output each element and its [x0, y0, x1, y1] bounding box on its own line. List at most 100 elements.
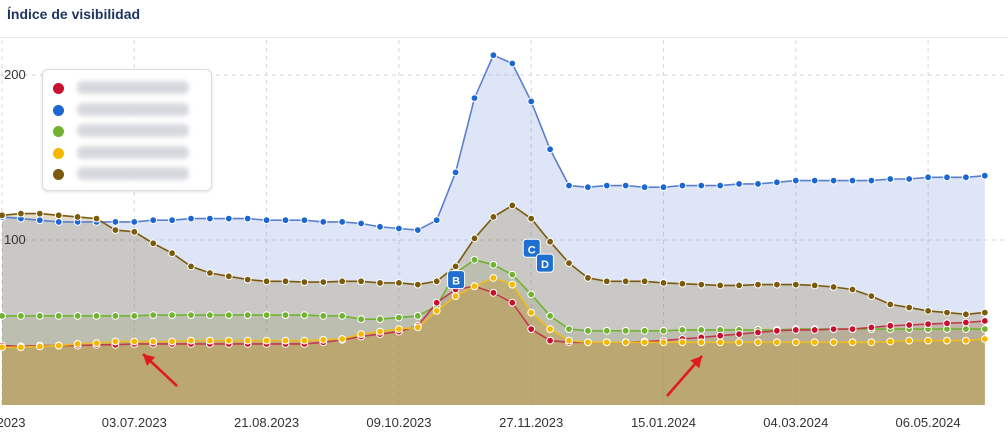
legend-label-blurred [77, 167, 189, 180]
data-point [224, 336, 233, 345]
data-point [867, 292, 876, 301]
data-point [659, 183, 668, 192]
data-point [149, 216, 158, 225]
data-point [130, 227, 139, 236]
tick-layer: 100 200 05.2023 03.07.2023 21.08.2023 09.10.2… [0, 67, 961, 430]
data-point [810, 176, 819, 185]
data-point [187, 336, 195, 345]
legend-label-blurred [77, 145, 189, 159]
data-point [489, 274, 498, 282]
data-point [111, 218, 120, 226]
data-point [943, 173, 951, 182]
data-point [829, 325, 838, 334]
data-point [413, 280, 422, 289]
data-point [527, 97, 536, 106]
data-point [943, 336, 951, 345]
data-point [300, 278, 309, 287]
data-point [168, 216, 177, 225]
data-point [980, 171, 989, 180]
data-point [168, 337, 177, 346]
data-point [867, 176, 876, 185]
data-point [697, 181, 706, 190]
data-point [281, 277, 290, 286]
data-point [243, 214, 252, 223]
data-point [621, 277, 630, 286]
data-point [735, 180, 743, 188]
data-point [224, 311, 233, 320]
data-point [54, 341, 63, 350]
legend-swatch [53, 83, 64, 94]
data-point [678, 279, 687, 288]
data-point [168, 311, 177, 320]
data-point [187, 311, 195, 320]
data-point [262, 216, 271, 225]
data-point [867, 338, 876, 347]
data-point [621, 181, 630, 190]
data-point [678, 181, 687, 190]
data-point [886, 175, 895, 183]
data-point [735, 338, 743, 347]
data-point [905, 303, 914, 312]
data-point [413, 312, 422, 320]
data-point [640, 338, 649, 347]
legend-label-blurred [77, 124, 189, 137]
legend-swatch [53, 104, 64, 116]
data-point [584, 338, 592, 347]
data-point [319, 278, 328, 287]
data-point [489, 260, 498, 269]
data-point [602, 181, 611, 190]
data-point [886, 321, 895, 330]
data-point [848, 338, 857, 347]
annotation-badge [447, 270, 466, 290]
red-arrow [666, 355, 703, 397]
data-point [508, 201, 517, 210]
data-point [621, 338, 630, 347]
data-point [432, 307, 441, 315]
data-point [810, 326, 819, 334]
data-point [962, 325, 970, 334]
data-point [735, 330, 743, 339]
point-layer [0, 51, 989, 352]
data-point [867, 323, 876, 332]
data-point [621, 326, 630, 335]
annotation-badge [522, 238, 541, 258]
data-point [0, 211, 6, 220]
data-point [243, 311, 252, 320]
series-area [2, 277, 985, 405]
data-point [489, 51, 498, 60]
annotation-layer: B CD [142, 238, 703, 397]
chart-title: Índice de visibilidad [7, 6, 141, 22]
data-point [546, 325, 554, 334]
data-point [659, 279, 668, 287]
data-point [54, 211, 63, 220]
data-point [848, 325, 857, 334]
data-point [735, 281, 743, 290]
data-point [829, 176, 838, 185]
annotation-badge [535, 253, 554, 273]
data-point [319, 335, 328, 344]
data-point [319, 218, 328, 226]
data-point [35, 312, 44, 320]
data-point [35, 216, 44, 225]
data-point [584, 326, 592, 335]
data-point [54, 312, 63, 320]
legend-label-blurred [77, 102, 189, 116]
data-point [338, 218, 347, 226]
data-point [413, 226, 422, 235]
data-point [773, 326, 781, 335]
data-point [962, 310, 970, 319]
data-point [243, 275, 252, 284]
data-point [489, 288, 498, 297]
data-point [224, 272, 233, 281]
data-point [527, 308, 536, 317]
data-point [546, 336, 554, 345]
header-divider [0, 37, 1008, 38]
data-point [546, 237, 554, 246]
data-point [829, 338, 838, 347]
data-point [905, 321, 914, 329]
data-point [678, 326, 687, 334]
data-point [395, 325, 403, 334]
data-point [224, 214, 233, 223]
data-point [338, 277, 347, 286]
annotation-label: D [541, 259, 549, 271]
